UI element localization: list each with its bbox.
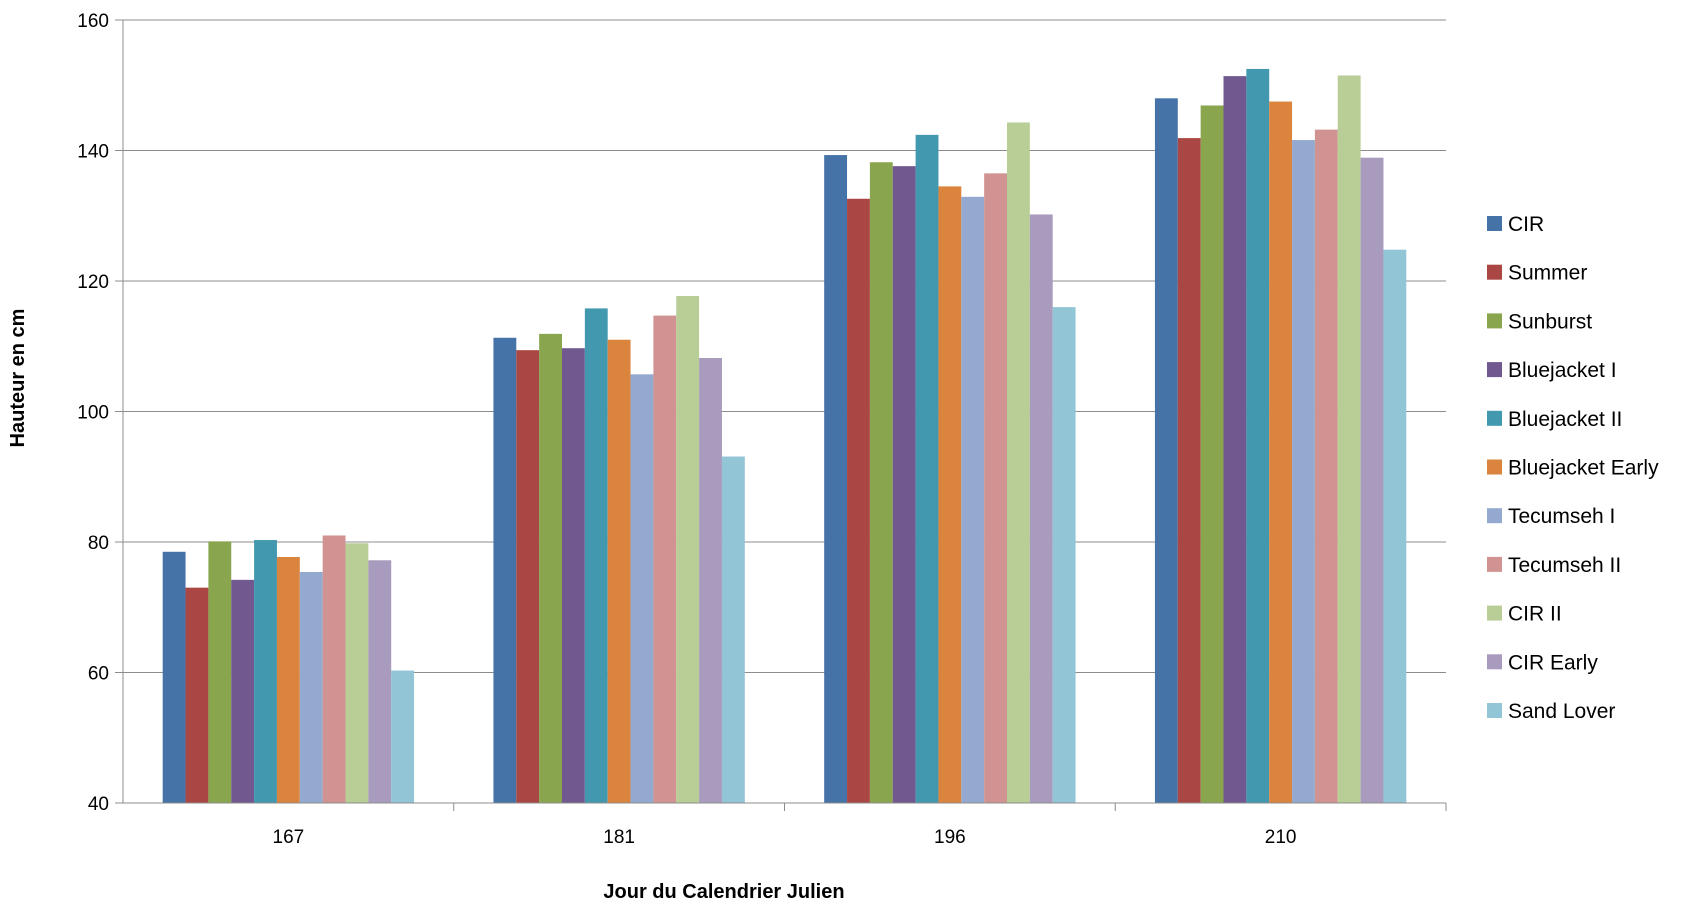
axes (115, 19, 1447, 811)
bar (1360, 157, 1384, 804)
y-tick-label: 140 (77, 142, 109, 163)
x-tick-label: 167 (273, 827, 305, 848)
bar (1177, 138, 1201, 804)
bar (276, 557, 300, 803)
bar (938, 186, 962, 803)
bar (584, 308, 608, 803)
y-tick-label: 80 (88, 533, 109, 554)
legend-item: CIR (1487, 213, 1544, 236)
bar (892, 166, 916, 803)
bar (345, 543, 369, 803)
bars (162, 68, 1407, 804)
legend-swatch (1487, 605, 1502, 621)
legend-swatch (1487, 508, 1502, 524)
legend-label: Tecumseh II (1508, 554, 1621, 577)
legend-item: Sunburst (1487, 310, 1592, 333)
bar (254, 540, 277, 803)
bar (162, 551, 186, 803)
bar (676, 296, 700, 803)
bar (391, 670, 415, 803)
legend-swatch (1487, 264, 1502, 280)
legend-label: Sunburst (1508, 310, 1592, 333)
legend-label: CIR II (1508, 603, 1562, 626)
legend-swatch (1487, 313, 1502, 329)
bar (1007, 122, 1030, 803)
y-tick-label: 160 (77, 11, 109, 32)
bar (1223, 76, 1247, 804)
bar (322, 535, 346, 803)
legend-swatch (1487, 654, 1502, 670)
bar (1052, 307, 1076, 803)
bar (368, 560, 392, 803)
tick-labels: 40 60 80 100 120 140 160 167 181 196 210 (77, 11, 1296, 848)
legend-label: CIR Early (1508, 651, 1598, 674)
bar (1292, 140, 1315, 803)
bar (231, 579, 255, 803)
x-tick-label: 181 (603, 827, 635, 848)
x-tick-label: 210 (1265, 827, 1297, 848)
bar (493, 337, 517, 803)
bar (208, 541, 232, 803)
bar (561, 348, 585, 803)
legend: CIR Summer Sunburst Bluejacket I Bluejacket … (1487, 213, 1659, 723)
bar (915, 134, 939, 804)
legend-swatch (1487, 556, 1502, 572)
bar (699, 357, 722, 803)
y-tick-label: 100 (77, 403, 109, 424)
bar (869, 162, 893, 803)
bar (1200, 105, 1224, 804)
legend-swatch (1487, 410, 1502, 426)
y-tick-label: 60 (88, 664, 109, 685)
legend-swatch (1487, 703, 1502, 718)
legend-swatch (1487, 216, 1502, 231)
bar (299, 572, 323, 803)
bar (824, 155, 848, 803)
legend-item: Tecumseh II (1487, 554, 1621, 577)
legend-item: Bluejacket I (1487, 359, 1617, 382)
legend-item: CIR Early (1487, 651, 1598, 674)
bar (539, 333, 562, 803)
bar (516, 350, 540, 803)
legend-label: Tecumseh I (1508, 505, 1615, 528)
legend-item: Tecumseh I (1487, 505, 1615, 528)
legend-label: CIR (1508, 213, 1544, 236)
bar (721, 456, 745, 803)
legend-label: Bluejacket Early (1508, 457, 1659, 480)
bar (1269, 101, 1293, 803)
legend-label: Sand Lover (1508, 700, 1615, 723)
legend-label: Summer (1508, 262, 1587, 285)
bar (1337, 75, 1361, 803)
bar (961, 196, 985, 803)
y-tick-label: 120 (77, 272, 109, 293)
bar (653, 315, 677, 803)
legend-swatch (1487, 459, 1502, 475)
y-tick-label: 40 (88, 794, 109, 815)
bar (984, 173, 1008, 803)
bar (1246, 68, 1270, 803)
bar (1314, 129, 1338, 803)
legend-item: Bluejacket II (1487, 408, 1622, 431)
y-axis-title: Hauteur en cm (7, 309, 29, 448)
bar (630, 374, 654, 803)
bar (847, 198, 870, 803)
legend-label: Bluejacket II (1508, 408, 1622, 431)
x-axis-title: Jour du Calendrier Julien (603, 881, 844, 903)
x-tick-label: 196 (934, 827, 966, 848)
legend-item: Sand Lover (1487, 700, 1615, 723)
legend-item: CIR II (1487, 603, 1562, 626)
bar (1154, 98, 1178, 804)
bar (1029, 214, 1053, 803)
legend-swatch (1487, 362, 1502, 378)
legend-item: Bluejacket Early (1487, 457, 1659, 480)
legend-label: Bluejacket I (1508, 359, 1617, 382)
bar (607, 339, 631, 803)
legend-item: Summer (1487, 262, 1587, 285)
bar (1383, 249, 1407, 803)
bar (185, 587, 209, 803)
